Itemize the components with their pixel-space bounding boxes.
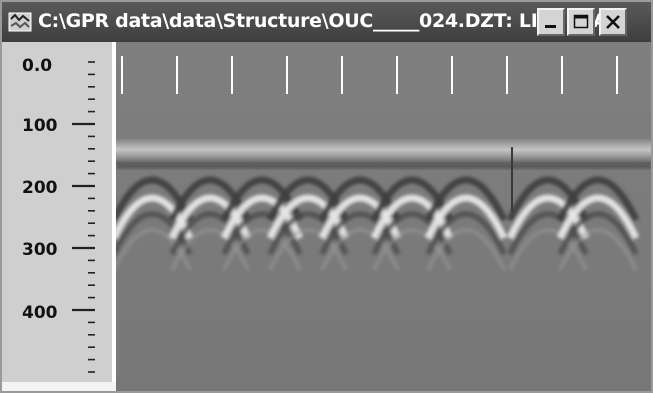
depth-label-300: 300: [22, 240, 58, 260]
rebar-hyperbolas: [116, 176, 640, 271]
rebar-hyperbola: [318, 176, 402, 222]
minimize-button[interactable]: [537, 8, 565, 36]
rebar-hyperbola: [222, 228, 302, 271]
rebar-hyperbola: [267, 211, 349, 256]
rebar-hyperbola: [372, 228, 452, 271]
rebar-hyperbola: [266, 194, 350, 240]
depth-ruler: 0.0 100 200 300 400: [2, 42, 116, 391]
rebar-hyperbola: [370, 176, 454, 222]
close-button[interactable]: [599, 8, 627, 36]
rebar-hyperbola: [370, 194, 454, 240]
surface-reflection-band: [116, 138, 651, 164]
rebar-hyperbola: [319, 211, 401, 256]
rebar-hyperbola: [424, 194, 508, 240]
gpr-app-icon[interactable]: [8, 11, 32, 33]
rebar-hyperbola: [556, 176, 640, 222]
rebar-hyperbola: [506, 176, 590, 222]
depth-label-0: 0.0: [22, 56, 53, 76]
distance-markers: [121, 56, 618, 94]
depth-label-100: 100: [22, 116, 58, 136]
radargram-canvas[interactable]: [116, 42, 651, 391]
depth-label-400: 400: [22, 303, 58, 323]
rebar-hyperbola: [556, 194, 640, 240]
rebar-hyperbola: [170, 228, 250, 271]
rebar-hyperbola: [266, 176, 350, 222]
ruler-footer: [2, 382, 116, 391]
depth-label-200: 200: [22, 178, 58, 198]
rebar-hyperbola: [557, 211, 639, 256]
maximize-button[interactable]: [567, 8, 595, 36]
title-bar[interactable]: C:\GPR data\data\Structure\OUC_____024.D…: [2, 2, 651, 42]
rebar-hyperbola: [268, 228, 348, 271]
rebar-hyperbola: [508, 228, 588, 271]
rebar-hyperbola: [424, 176, 508, 222]
ruler-ticks: [72, 61, 95, 373]
surface-dark-edge: [116, 163, 651, 169]
maximize-icon: [573, 14, 589, 29]
rebar-hyperbola: [558, 228, 638, 271]
rebar-hyperbola: [371, 211, 453, 256]
window-title: C:\GPR data\data\Structure\OUC_____024.D…: [38, 10, 623, 32]
rebar-hyperbola: [318, 194, 402, 240]
rebar-hyperbola: [320, 228, 400, 271]
close-icon: [606, 15, 620, 29]
rebar-hyperbola: [169, 211, 251, 256]
rebar-hyperbola: [507, 211, 589, 256]
rebar-hyperbola: [425, 211, 507, 256]
minimize-icon: [545, 25, 556, 28]
rebar-hyperbola: [168, 194, 252, 240]
rebar-hyperbola: [168, 176, 252, 222]
rebar-hyperbola: [426, 228, 506, 271]
